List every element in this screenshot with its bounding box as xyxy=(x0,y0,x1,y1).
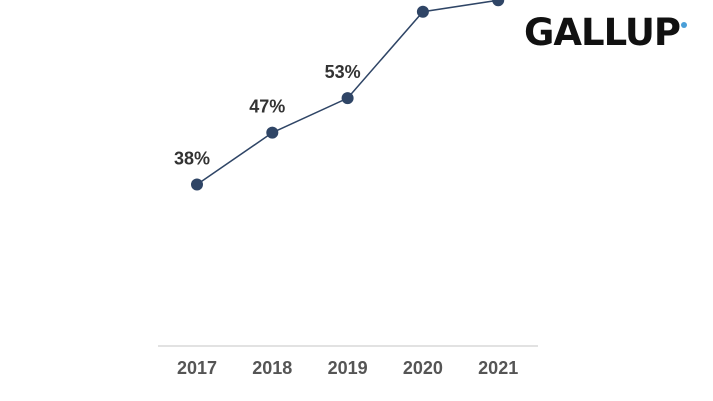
data-label-2018: 47% xyxy=(249,97,285,117)
data-labels: 38%47%53%68%70% xyxy=(174,62,361,169)
x-tick-labels: 2017 2018 2019 2020 2021 xyxy=(177,358,518,378)
logo-dot-icon xyxy=(681,22,687,28)
x-tick-2018: 2018 xyxy=(252,358,292,378)
data-label-2017: 38% xyxy=(174,149,210,169)
data-points xyxy=(191,0,505,191)
x-tick-2021: 2021 xyxy=(478,358,518,378)
data-point-2020 xyxy=(416,5,429,18)
data-point-2017 xyxy=(191,178,203,191)
x-tick-2020: 2020 xyxy=(403,358,443,378)
x-tick-2019: 2019 xyxy=(328,358,368,378)
data-point-2019 xyxy=(341,92,354,105)
gallup-logo: GALLUP xyxy=(524,11,681,54)
data-point-2021 xyxy=(492,0,505,7)
data-point-2018 xyxy=(266,126,279,139)
x-tick-2017: 2017 xyxy=(177,358,217,378)
data-label-2019: 53% xyxy=(325,62,361,82)
